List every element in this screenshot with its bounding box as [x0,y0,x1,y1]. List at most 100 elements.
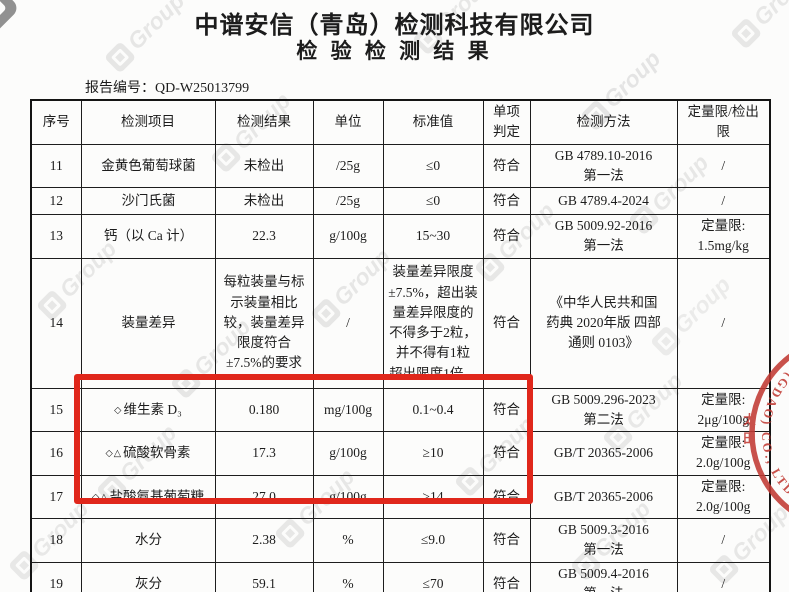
results-table: 序号 检测项目 检测结果 单位 标准值 单项判定 检测方法 定量限/检出限 11 金黄色葡萄球菌… [30,99,771,592]
seal-inner-text: 太田 [741,412,755,450]
seal-ring [749,353,789,513]
cell-standard: ≤70 [382,561,484,592]
cell-method: GB 5009.3-2016 第一法 [529,518,678,563]
cell-standard: ≤0 [382,143,484,188]
item-name: 灰分 [135,575,162,591]
table-row: 11 金黄色葡萄球菌 未检出/25g ≤0 符合 GB 4789.10-2016 第一法 / [30,143,771,188]
cell-result: 未检出 [214,187,314,215]
column-header: 标准值 [382,99,484,145]
cell-result: 每粒装量与标 示装量相比 较，装量差异 限度符合 ±7.5%的要求 [214,257,314,389]
cell-item: 金黄色葡萄球菌 [80,143,216,188]
cell-result: 未检出 [214,143,314,188]
column-header: 定量限/检出限 [676,99,771,145]
cell-item: ◇△硫酸软骨素 [80,431,216,476]
table-row: 15 ◇维生素 D₃ 0.180 mg/100g 0.1~0.4 符合 GB 5009.29… [30,387,771,432]
item-name: 装量差异 [121,314,176,330]
cell-judgment: 符合 [482,214,531,259]
cell-unit: g/100g [312,431,384,476]
column-header: 检测方法 [529,99,678,145]
cell-method: GB/T 20365-2006 [529,474,678,519]
report-number-label: 报告编号： [85,81,155,96]
cell-method: GB 5009.296-2023 第二法 [529,387,678,432]
cell-standard: ≤9.0 [382,518,484,563]
cell-result: 59.1 [214,561,314,592]
cell-item: 水分 [80,518,216,563]
report-number: 报告编号：QD-W25013799 [85,77,249,97]
cell-result: 17.3 [214,431,314,476]
cell-limit: 定量限: 2.0g/100g [676,474,771,519]
table-row: 18 水分 2.38% ≤9.0 符合 GB 5009.3-2016 第一法 / [30,518,771,563]
item-marker-symbols: ◇△ [91,492,109,503]
cell-standard: 装量差异限度 ±7.5%，超出装 量差异限度的 不得多于2粒， 并不得有1粒 超… [382,257,484,389]
cell-no: 11 [30,143,82,188]
item-marker-symbols: ◇ [114,405,123,416]
item-name: 钙（以 Ca 计） [103,228,194,244]
cell-no: 17 [30,474,82,519]
item-name: 金黄色葡萄球菌 [101,157,196,173]
cell-standard: 15~30 [382,214,484,259]
table-row: 12 沙门氏菌 未检出/25g ≤0 符合 GB 4789.4-2024/ [30,187,771,215]
cell-no: 15 [30,387,82,432]
cell-method: GB 5009.92-2016 第一法 [529,214,678,259]
cell-unit: mg/100g [312,387,384,432]
cell-no: 16 [30,431,82,476]
cell-judgment: 符合 [482,187,531,215]
cell-judgment: 符合 [482,257,531,389]
cell-standard: 0.1~0.4 [382,387,484,432]
item-marker-symbols: ◇△ [105,449,123,460]
cell-limit: / [676,561,771,592]
table-header-row: 序号 检测项目 检测结果 单位 标准值 单项判定 检测方法 定量限/检出限 [30,99,771,145]
cell-no: 13 [30,214,82,259]
company-seal-stamp: (GDAO) CO., LTD 太田 [741,353,789,513]
cell-result: 22.3 [214,214,314,259]
cell-result: 2.38 [214,518,314,563]
table-row: 13 钙（以 Ca 计） 22.3 g/100g 15~30 符合 GB 5009.92-2… [30,214,771,259]
cell-item: 灰分 [80,561,216,592]
cell-item: 钙（以 Ca 计） [80,214,216,259]
cell-unit: / [312,257,384,389]
cell-judgment: 符合 [482,518,531,563]
cell-item: 沙门氏菌 [80,187,216,215]
cell-result: 0.180 [214,387,314,432]
item-name: 维生素 D₃ [123,401,182,417]
cell-limit: / [676,187,771,215]
cell-limit: / [676,257,771,389]
table-row: 14 装量差异 每粒装量与标 示装量相比 较，装量差异 限度符合 ±7.5%的要求 /… [30,257,771,389]
cell-method: GB/T 20365-2006 [529,431,678,476]
cell-no: 14 [30,257,82,389]
table-row: 16 ◇△硫酸软骨素 17.3 g/100g ≥10 符合 GB/T 20365-2006 定… [30,431,771,476]
column-header: 单项判定 [482,99,531,145]
item-name: 硫酸软骨素 [123,445,191,461]
cell-method: GB 5009.4-2016 第一法 [529,561,678,592]
highlight-box [74,374,533,504]
cell-result: 27.0 [214,474,314,519]
column-header: 序号 [30,99,82,145]
cell-judgment: 符合 [482,561,531,592]
cell-item: ◇维生素 D₃ [80,387,216,432]
item-name: 沙门氏菌 [121,192,176,208]
cell-unit: % [312,518,384,563]
page-title: 检 验 检 测 结 果 [296,39,493,63]
cell-unit: % [312,561,384,592]
cell-item: 装量差异 [80,257,216,389]
cell-unit: /25g [312,143,384,188]
cell-unit: /25g [312,187,384,215]
cell-standard: ≤0 [382,187,484,215]
column-header: 检测项目 [80,99,216,145]
item-name: 水分 [135,532,162,548]
cell-unit: g/100g [312,214,384,259]
cell-no: 12 [30,187,82,215]
cell-no: 19 [30,561,82,592]
cell-method: GB 4789.4-2024 [529,187,678,215]
watermark-text: Group [0,0,122,4]
cell-limit: 定量限: 1.5mg/kg [676,214,771,259]
cell-standard: ≥10 [382,431,484,476]
cell-no: 18 [30,518,82,563]
cell-method: GB 4789.10-2016 第一法 [529,143,678,188]
report-number-value: QD-W25013799 [155,81,250,96]
cell-judgment: 符合 [482,143,531,188]
table-body: 11 金黄色葡萄球菌 未检出/25g ≤0 符合 GB 4789.10-2016 第一法 /… [30,143,771,592]
cell-limit: / [676,143,771,188]
